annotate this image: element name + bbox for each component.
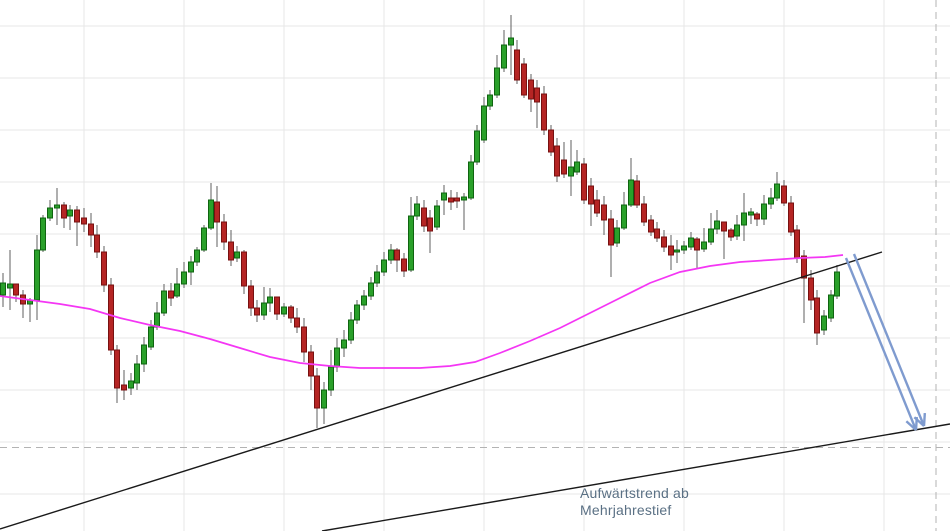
down-arrow[interactable] <box>852 253 927 427</box>
down-arrow[interactable] <box>844 257 919 431</box>
lower-support-trendline[interactable] <box>321 423 950 531</box>
trend-annotation-line2: Mehrjahrestief <box>580 502 672 518</box>
trend-annotation-line1: Aufwärtstrend ab <box>580 485 690 501</box>
candles <box>0 15 840 428</box>
upper-support-trendline[interactable] <box>0 251 883 530</box>
moving-average-line <box>0 254 844 369</box>
trend-annotation[interactable]: Aufwärtstrend ab Mehrjahrestief <box>580 485 689 519</box>
